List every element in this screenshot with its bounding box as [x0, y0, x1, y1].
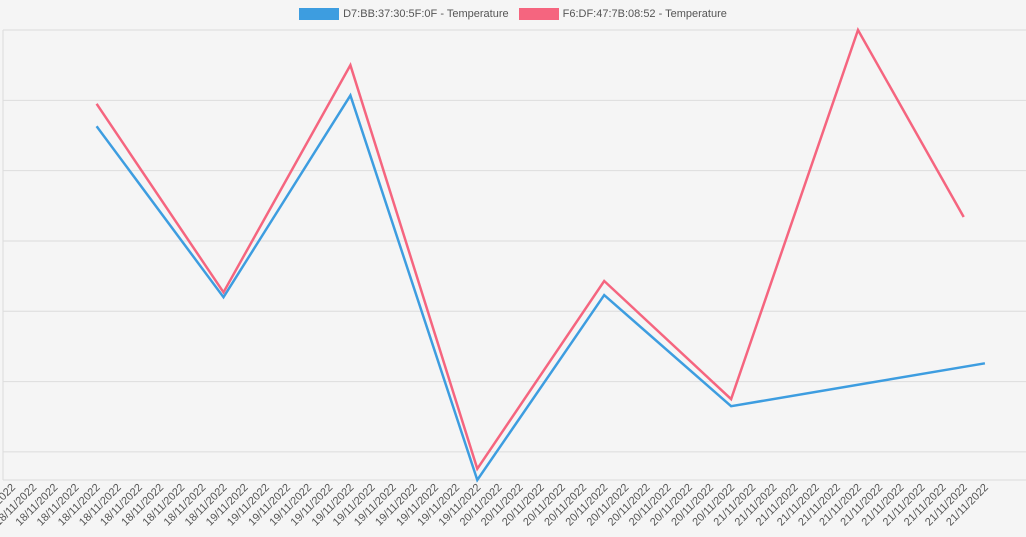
series-line-2: [95, 26, 965, 472]
legend-label-series-1: D7:BB:37:30:5F:0F - Temperature: [343, 8, 509, 20]
series-line-1: [95, 92, 986, 483]
legend: D7:BB:37:30:5F:0F - Temperature F6:DF:47…: [0, 8, 1026, 20]
legend-swatch-series-1: [299, 8, 340, 20]
legend-swatch-series-2: [518, 8, 559, 20]
legend-item-series-1[interactable]: D7:BB:37:30:5F:0F - Temperature: [299, 8, 509, 20]
legend-item-series-2[interactable]: F6:DF:47:7B:08:52 - Temperature: [518, 8, 727, 20]
legend-label-series-2: F6:DF:47:7B:08:52 - Temperature: [562, 8, 727, 20]
